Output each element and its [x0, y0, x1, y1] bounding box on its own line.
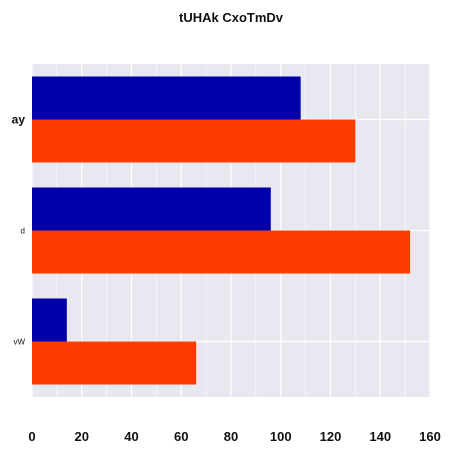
x-tick-label: 160 [419, 429, 441, 444]
x-tick-label: 20 [75, 429, 89, 444]
y-tick-label: d [21, 226, 25, 235]
y-tick-label: vW [13, 337, 25, 346]
chart-title: tUHAk CxoTmDv [179, 10, 284, 25]
bar [32, 119, 356, 163]
x-axis-ticks: 0 20 40 60 80 100 120 140 160 [28, 429, 440, 444]
bar [32, 76, 301, 120]
x-tick-label: 80 [224, 429, 238, 444]
x-tick-label: 120 [320, 429, 342, 444]
x-tick-label: 40 [124, 429, 138, 444]
bar [32, 230, 411, 274]
x-tick-label: 0 [28, 429, 35, 444]
x-tick-label: 60 [174, 429, 188, 444]
bar [32, 298, 67, 342]
y-axis-ticks: ay d vW [12, 113, 26, 347]
x-tick-label: 100 [270, 429, 292, 444]
bar [32, 187, 271, 231]
bars [32, 76, 411, 385]
y-tick-label: ay [12, 113, 26, 127]
bar [32, 341, 197, 385]
x-tick-label: 140 [369, 429, 391, 444]
